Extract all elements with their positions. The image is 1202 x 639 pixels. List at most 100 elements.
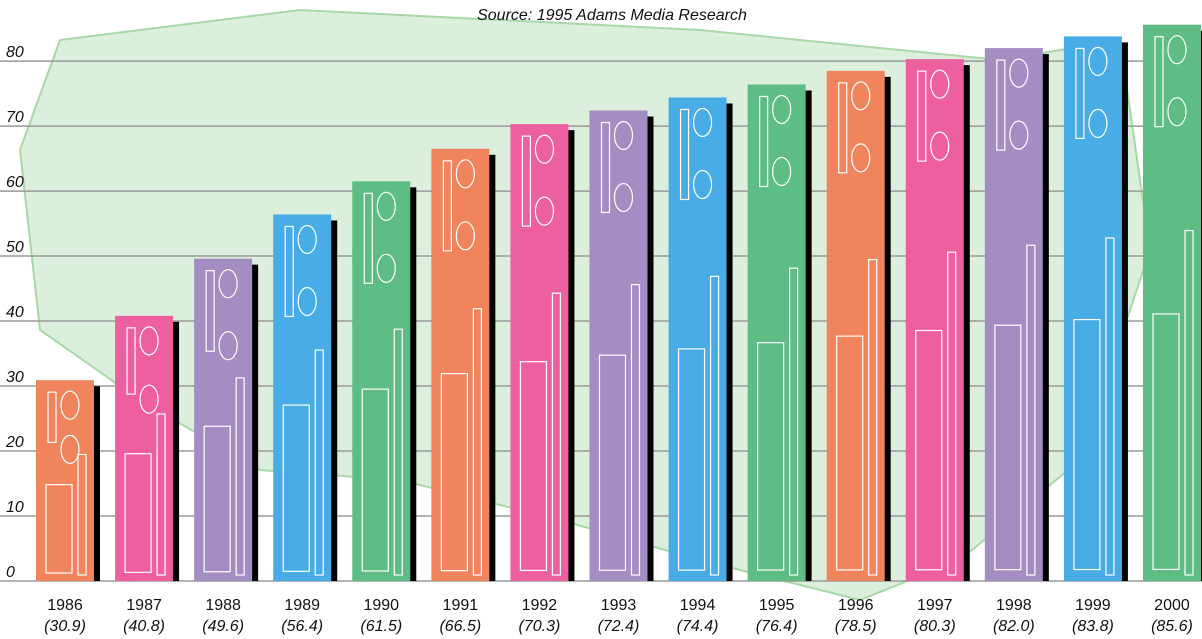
cassette-strip (156, 413, 166, 576)
cassette-reel (534, 134, 555, 164)
y-tick-label: 50 (6, 239, 24, 256)
cassette-window (203, 425, 231, 573)
cassette-strip (472, 308, 482, 576)
y-tick-label: 20 (5, 434, 24, 451)
x-tick-label: 1998 (996, 597, 1032, 614)
y-tick-label: 10 (6, 499, 24, 516)
cassette-reel (1088, 46, 1108, 76)
cassette-label (363, 192, 373, 284)
cassette-reel (455, 221, 475, 251)
value-label: (66.5) (439, 618, 481, 635)
cassette-window (994, 324, 1022, 571)
cassette-reel (613, 120, 634, 151)
cassette-reel (139, 384, 159, 414)
cassette-label (205, 270, 215, 352)
cassette-window (836, 335, 864, 571)
chart-subtitle: Source: 1995 Adams Media Research (477, 7, 747, 24)
bar (1063, 36, 1122, 581)
x-tick-label: 1992 (522, 597, 558, 614)
x-tick-label: 1995 (759, 597, 795, 614)
cassette-strip (551, 292, 562, 576)
cassette-reel (1088, 108, 1108, 138)
value-label: (72.4) (598, 618, 640, 635)
cassette-reel (60, 390, 80, 420)
x-tick-label: 1997 (917, 597, 953, 614)
cassette-reel (772, 94, 792, 125)
cassette-reel (455, 159, 475, 189)
value-label: (78.5) (835, 618, 877, 635)
cassette-strip (314, 349, 324, 576)
x-tick-label: 1991 (443, 597, 479, 614)
x-tick-label: 1988 (205, 597, 241, 614)
cassette-window (1073, 318, 1101, 571)
y-tick-label: 70 (6, 109, 24, 126)
cassette-reel (1009, 120, 1029, 150)
y-tick-label: 30 (6, 369, 24, 386)
cassette-reel (930, 69, 950, 99)
cassette-strip (1105, 237, 1115, 576)
value-label: (83.8) (1072, 618, 1114, 635)
cassette-label (47, 391, 57, 443)
x-tick-label: 1999 (1075, 597, 1111, 614)
bar (826, 70, 885, 582)
x-tick-label: 1993 (601, 597, 637, 614)
cassette-window (282, 404, 310, 572)
cassette-reel (692, 107, 713, 138)
value-label: (30.9) (44, 618, 86, 635)
y-tick-label: 80 (6, 44, 24, 61)
cassette-reel (60, 434, 80, 464)
cassette-label (1075, 47, 1085, 139)
cassette-window (519, 361, 548, 572)
cassette-reel (376, 253, 396, 283)
x-tick-label: 2000 (1154, 597, 1190, 614)
cassette-reel (1009, 58, 1029, 88)
cassette-reel (613, 182, 634, 213)
bar (352, 181, 411, 581)
cassette-reel (930, 131, 950, 161)
bar (510, 124, 569, 581)
cassette-reel (297, 286, 317, 317)
bar (1142, 24, 1201, 582)
value-label: (80.3) (914, 618, 956, 635)
bar (984, 48, 1043, 581)
bar (747, 84, 806, 581)
cassette-strip (393, 328, 403, 576)
cassette-label (442, 160, 452, 252)
value-label: (56.4) (281, 618, 323, 635)
value-label: (40.8) (123, 618, 165, 635)
cassette-window (124, 453, 152, 573)
cassette-window (915, 329, 943, 571)
cassette-window (440, 372, 468, 572)
bar (431, 148, 490, 581)
cassette-strip (630, 283, 641, 576)
bar (36, 380, 94, 581)
cassette-label (917, 70, 927, 162)
cassette-label (838, 82, 848, 174)
cassette-label (759, 95, 769, 188)
bar (668, 97, 727, 582)
bar (905, 59, 964, 581)
cassette-window (361, 388, 389, 572)
x-tick-label: 1996 (838, 597, 874, 614)
value-label: (70.3) (519, 618, 561, 635)
cassette-strip (868, 258, 878, 576)
cassette-label (600, 121, 611, 214)
cassette-reel (534, 196, 555, 226)
y-tick-label: 0 (6, 564, 15, 581)
bar (589, 110, 648, 581)
bar (194, 258, 253, 581)
cassette-strip (1026, 244, 1036, 576)
x-tick-label: 1989 (284, 597, 320, 614)
cassette-label (679, 108, 690, 201)
cassette-strip (789, 267, 799, 576)
cassette-label (996, 59, 1006, 151)
y-tick-label: 40 (6, 304, 24, 321)
cassette-window (1152, 313, 1180, 571)
cassette-reel (139, 326, 159, 356)
bar (115, 315, 174, 581)
y-tick-label: 60 (6, 174, 24, 191)
cassette-reel (851, 81, 871, 111)
cassette-reel (1167, 35, 1187, 65)
cassette-reel (1167, 97, 1187, 127)
